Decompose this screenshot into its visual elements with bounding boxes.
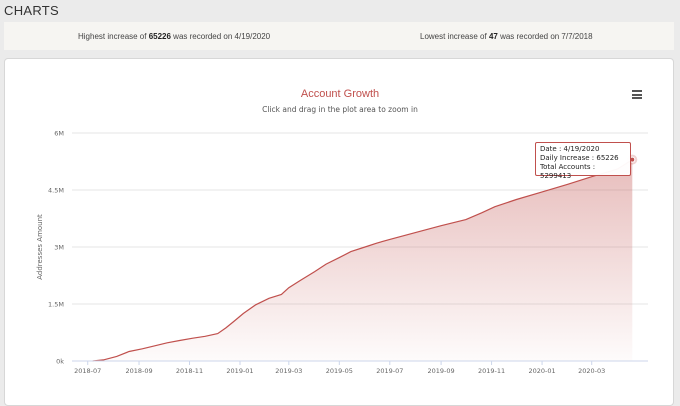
- tooltip-date: Date : 4/19/2020: [540, 145, 600, 153]
- x-tick-label: 2020-01: [528, 367, 555, 375]
- highest-increase-suffix: was recorded on 4/19/2020: [170, 32, 271, 41]
- page-title: CHARTS: [4, 3, 60, 18]
- highest-increase-prefix: Highest increase of: [78, 32, 149, 41]
- chart-subtitle: Click and drag in the plot area to zoom …: [262, 105, 418, 114]
- y-tick-label: 4.5M: [48, 187, 64, 195]
- y-axis-label: Addresses Amount: [36, 214, 44, 280]
- stats-bar: Highest increase of 65226 was recorded o…: [4, 22, 674, 50]
- hamburger-icon-bar: [632, 93, 642, 96]
- lowest-increase-value: 47: [488, 32, 498, 41]
- tooltip-total-accounts: Total Accounts : 5299413: [540, 163, 596, 180]
- x-tick-label: 2019-05: [326, 367, 353, 375]
- y-tick-label: 3M: [54, 244, 64, 252]
- lowest-increase-stat: Lowest increase of 47 was recorded on 7/…: [420, 32, 593, 41]
- highest-increase-stat: Highest increase of 65226 was recorded o…: [78, 32, 270, 41]
- y-tick-label: 0k: [56, 358, 64, 366]
- x-tick-label: 2018-09: [125, 367, 152, 375]
- x-tick-label: 2018-11: [176, 367, 203, 375]
- series-line: [92, 159, 633, 362]
- hamburger-icon-bar: [632, 90, 642, 92]
- lowest-increase-suffix: was recorded on 7/7/2018: [497, 32, 593, 41]
- series-area: [92, 159, 633, 361]
- chart-menu-button[interactable]: [632, 90, 642, 99]
- charts-header: CHARTS: [0, 0, 680, 22]
- tooltip-daily-increase: Daily Increase : 65226: [540, 154, 619, 162]
- x-tick-label: 2019-01: [226, 367, 253, 375]
- chart-title: Account Growth: [301, 88, 379, 100]
- x-tick-label: 2019-03: [275, 367, 302, 375]
- x-tick-label: 2020-03: [578, 367, 605, 375]
- highest-increase-value: 65226: [148, 32, 171, 41]
- chart-tooltip: Date : 4/19/2020 Daily Increase : 65226 …: [535, 142, 631, 180]
- y-tick-label: 6M: [54, 130, 64, 138]
- x-tick-label: 2019-09: [428, 367, 455, 375]
- y-tick-label: 1.5M: [48, 301, 64, 309]
- x-tick-label: 2019-07: [376, 367, 403, 375]
- x-tick-label: 2019-11: [478, 367, 505, 375]
- hamburger-icon-bar: [632, 97, 642, 99]
- lowest-increase-prefix: Lowest increase of: [420, 32, 489, 41]
- x-tick-label: 2018-07: [74, 367, 101, 375]
